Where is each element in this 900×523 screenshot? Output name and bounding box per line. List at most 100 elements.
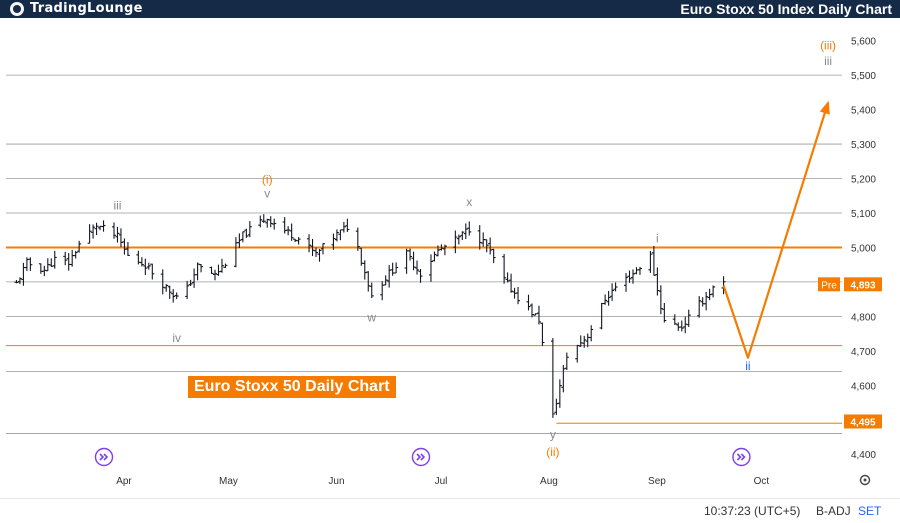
ohlc-bar [94,222,99,236]
ohlc-bar [261,214,266,223]
ohlc-bar [561,365,566,393]
ohlc-bar [613,282,618,292]
level-price-value: 4,495 [850,417,875,428]
ohlc-bar [453,230,458,254]
gear-icon[interactable] [859,474,871,486]
time-tick-label: Oct [754,476,770,487]
ohlc-bar [390,262,395,276]
time-tick-label: Jun [328,476,344,487]
ohlc-bar [648,250,653,273]
event-marker-icon[interactable] [411,447,431,467]
ohlc-bar [564,352,569,370]
ohlc-bar [606,290,611,306]
ohlc-bar [247,221,252,238]
wave-label: iii [824,54,832,68]
ohlc-bar [45,258,50,272]
level-price-badge [844,414,882,429]
ohlc-bar [233,237,238,268]
wave-label: v [264,186,270,200]
chart-gridlines [6,74,842,434]
ohlc-bar [557,379,562,408]
ohlc-bar [195,262,200,281]
ohlc-bar [676,322,681,331]
price-tick-label: 4,400 [851,450,876,461]
adjustment-toggle[interactable]: B-ADJ [816,504,851,518]
ohlc-bar [550,338,555,418]
price-tick-label: 4,700 [851,347,876,358]
ohlc-bar [213,269,217,281]
ohlc-bar [683,316,688,334]
event-marker-icon[interactable] [732,447,751,467]
ohlc-bar [98,225,103,231]
price-tick-label: 5,500 [851,71,876,82]
ohlc-bar [317,248,322,262]
ohlc-bar [223,263,228,268]
ohlc-bar [704,291,709,311]
ohlc-bar [139,257,144,267]
ohlc-bar [143,258,148,276]
ohlc-bar [77,240,82,253]
clock-readout[interactable]: 10:37:23 (UTC+5) [704,504,801,518]
ohlc-bar [219,258,224,273]
event-marker-icon[interactable] [94,447,114,467]
ohlc-bar [38,263,43,274]
ohlc-bar [258,215,263,228]
ohlc-bar [627,270,632,283]
price-tick-label: 5,000 [851,243,876,254]
price-tick-label: 5,600 [851,37,876,48]
ohlc-bar [174,292,179,300]
ohlc-bar [536,305,541,325]
ohlc-bar [463,223,468,239]
ohlc-bar [66,252,71,271]
ohlc-bar [707,288,712,301]
ohlc-bar [442,244,447,256]
ohlc-bar [289,223,294,241]
horizontal-levels [6,246,842,424]
time-axis[interactable]: Apr May Jun Jul Aug Sep Oct [116,474,871,488]
brand-logo-text: TradingLounge [30,1,143,16]
price-tick-label: 5,200 [851,175,876,186]
ohlc-bar [477,225,482,250]
session-toggle[interactable]: SET [858,504,882,518]
pre-market-label: Pre [821,280,837,291]
ohlc-bar [721,276,726,295]
series-label: Euro Stoxx 50 Daily Chart [188,376,396,398]
ohlc-bar [589,325,594,342]
ohlc-bar [658,285,663,315]
price-axis[interactable]: 4,400 4,600 4,700 4,800 5,000 5,100 5,200 5,300… [818,37,882,462]
ohlc-bar [366,271,371,292]
ohlc-bar [394,262,399,274]
projection-arrowhead [819,100,830,115]
ohlc-bar [603,294,608,305]
ohlc-bar [651,245,656,276]
ohlc-bar [320,243,325,255]
ohlc-bar [171,289,176,303]
ohlc-bar [101,220,106,232]
ohlc-bar [341,221,346,233]
ohlc-bar [637,266,642,275]
wave-label: ii [745,359,750,373]
ohlc-bar [87,224,92,244]
ohlc-bar [428,254,433,282]
ohlc-bar [237,233,242,249]
event-markers[interactable] [94,447,751,467]
ohlc-bar [334,229,339,242]
ohlc-bar [73,250,78,259]
ohlc-bar [160,269,165,295]
ohlc-bar [268,216,273,228]
ohlc-bar [516,287,521,305]
ohlc-bar [244,228,249,238]
ohlc-bar [369,282,374,299]
ohlc-bar [338,229,343,241]
time-tick-label: Apr [116,476,132,487]
wave-label: iv [172,331,181,345]
wave-label: (iii) [820,38,836,52]
ohlc-bar [634,267,639,275]
time-tick-label: Sep [648,476,666,487]
ohlc-bar [491,248,496,264]
ohlc-bar [686,309,691,327]
price-tick-label: 4,600 [851,381,876,392]
ohlc-bar [188,279,193,287]
ohlc-bar [146,262,151,270]
